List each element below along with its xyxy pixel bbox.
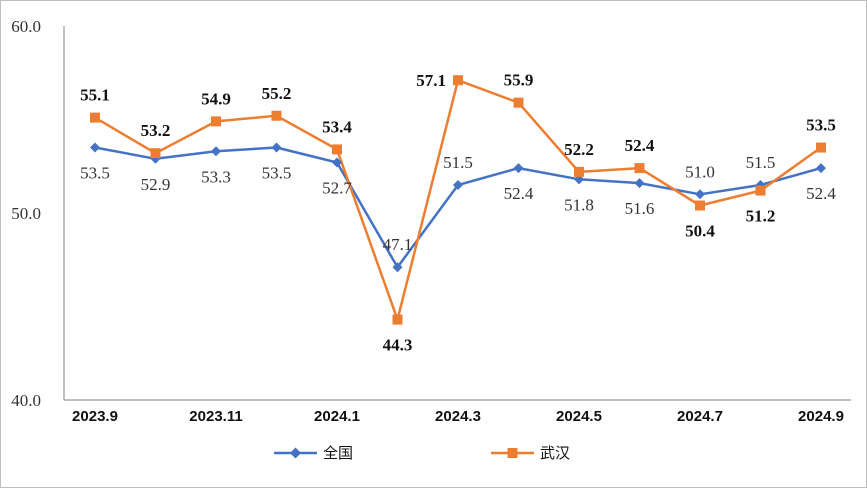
series-0-data-label-4: 52.7 — [322, 179, 352, 198]
series-1-data-label-9: 52.4 — [625, 136, 655, 155]
series-0-data-label-8: 51.8 — [564, 195, 594, 214]
series-1-marker-2 — [211, 116, 221, 127]
series-layer: 53.5 52.9 53.3 53.5 52.7 47.1 51.5 52.4 51.8 51.6… — [80, 71, 836, 355]
series-0-data-label-0: 53.5 — [80, 164, 110, 183]
series-0-data-label-1: 52.9 — [141, 175, 171, 194]
legend-diamond-icon — [290, 447, 301, 459]
series-1-data-label-3: 55.2 — [262, 84, 292, 103]
series-1-marker-9 — [634, 163, 645, 174]
x-tick-label-2023-9: 2023.9 — [72, 408, 118, 425]
x-tick-label-2024-9: 2024.9 — [798, 408, 844, 425]
y-tick-label-middle: 50.0 — [11, 204, 41, 223]
series-1-marker-7 — [513, 97, 524, 108]
series-0-data-label-12: 52.4 — [806, 184, 836, 203]
series-1-marker-5 — [392, 314, 403, 325]
series-1-data-label-7: 55.9 — [504, 71, 534, 90]
series-0-marker-2 — [211, 146, 221, 157]
series-1-marker-8 — [574, 166, 584, 177]
series-1-data-label-5: 44.3 — [383, 336, 413, 355]
series-0-marker-10 — [695, 189, 705, 200]
y-tick-label-bottom: 40.0 — [11, 391, 41, 410]
series-1-marker-3 — [271, 110, 282, 121]
series-0-marker-6 — [453, 179, 463, 190]
series-1-data-label-8: 52.2 — [564, 140, 594, 159]
series-0-marker-3 — [271, 142, 282, 153]
series-0-data-label-3: 53.5 — [262, 164, 292, 183]
series-0-marker-9 — [634, 178, 645, 189]
x-tick-label-2024-1: 2024.1 — [314, 408, 360, 425]
series-1-data-label-1: 53.2 — [141, 121, 171, 140]
x-tick-label-2024-3: 2024.3 — [435, 408, 481, 425]
series-1-marker-1 — [150, 148, 161, 159]
series-1-marker-10 — [695, 200, 705, 211]
legend-square-icon — [507, 448, 518, 458]
legend-label-national: 全国 — [323, 444, 353, 462]
series-0-data-label-5: 47.1 — [383, 235, 413, 254]
x-tick-label-2023-11: 2023.11 — [189, 408, 242, 425]
legend-label-wuhan: 武汉 — [540, 444, 570, 462]
series-0-marker-12 — [816, 163, 826, 174]
series-1-data-label-2: 54.9 — [201, 89, 231, 108]
series-0-marker-5 — [392, 262, 403, 273]
series-1-marker-4 — [332, 144, 342, 155]
series-0-data-label-9: 51.6 — [625, 199, 655, 218]
x-tick-label-2024-7: 2024.7 — [677, 408, 723, 425]
series-1-data-label-4: 53.4 — [322, 117, 352, 136]
series-0-data-label-7: 52.4 — [504, 184, 534, 203]
series-0-data-label-2: 53.3 — [201, 167, 231, 186]
series-0-data-label-10: 51.0 — [685, 162, 715, 181]
series-1-data-label-0: 55.1 — [80, 86, 110, 105]
series-0-marker-0 — [90, 142, 100, 153]
series-1-data-label-6: 57.1 — [416, 71, 446, 90]
series-1-data-label-11: 51.2 — [746, 207, 776, 226]
series-1-marker-11 — [755, 185, 766, 196]
series-0-marker-7 — [513, 163, 524, 174]
y-tick-label-top: 60.0 — [11, 17, 41, 36]
series-1-marker-0 — [90, 112, 100, 123]
series-0-data-label-6: 51.5 — [443, 153, 473, 172]
series-line-1 — [94, 78, 822, 321]
series-1-marker-12 — [816, 142, 826, 153]
series-1-data-label-10: 50.4 — [685, 222, 715, 241]
series-1-marker-6 — [453, 75, 463, 86]
series-0-data-label-11: 51.5 — [746, 153, 776, 172]
series-0-marker-4 — [332, 157, 342, 168]
x-tick-label-2024-5: 2024.5 — [556, 408, 602, 425]
legend: 全国 武汉 — [274, 444, 570, 462]
series-1-data-label-12: 53.5 — [806, 116, 836, 135]
